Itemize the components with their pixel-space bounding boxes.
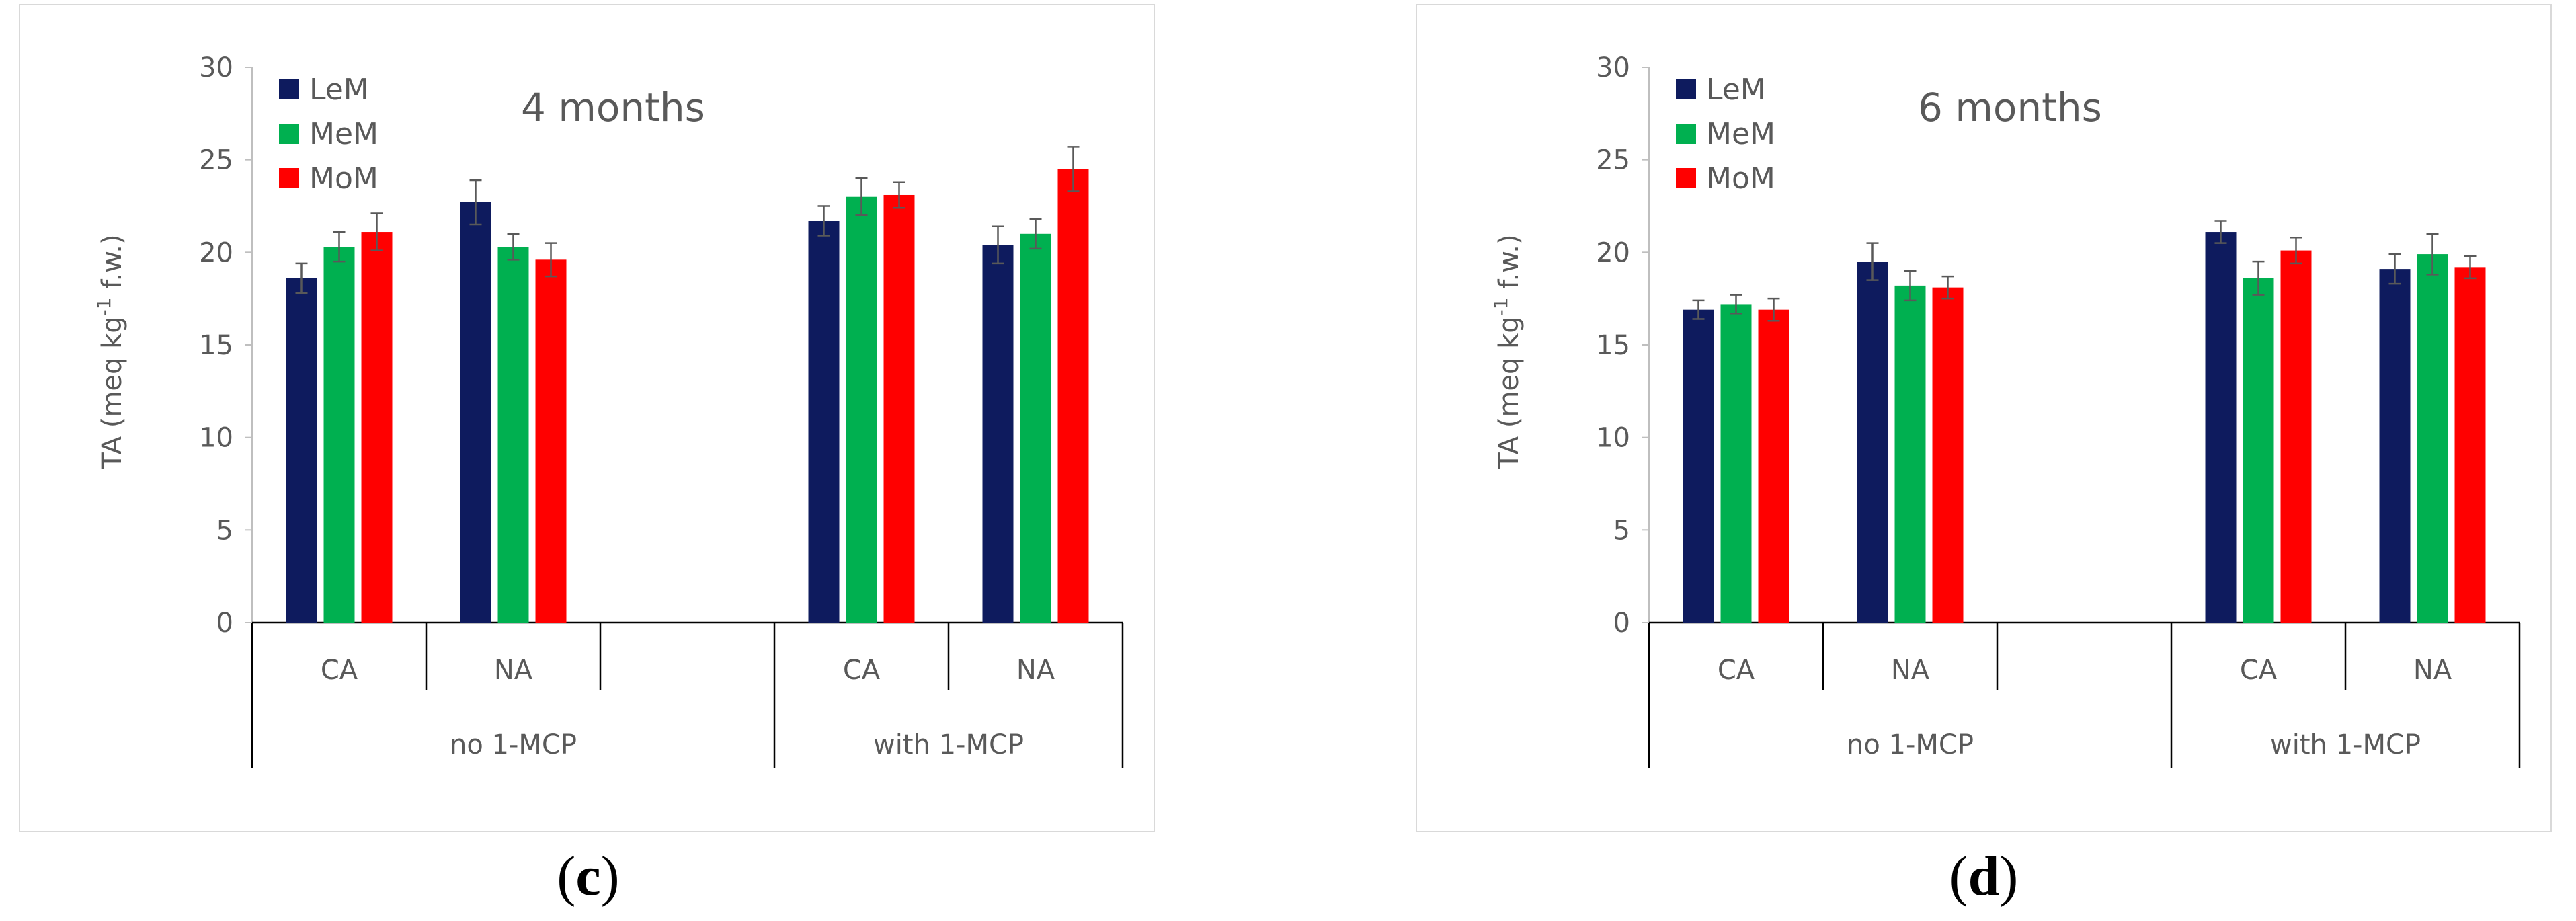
legend-swatch-lem: [1676, 79, 1696, 99]
bar-mem: [2417, 254, 2448, 623]
bar-mom: [2454, 267, 2486, 623]
legend-label-mem: MeM: [309, 117, 378, 151]
y-tick-label: 30: [1596, 52, 1630, 83]
category-label: NA: [2413, 655, 2452, 686]
group-label: no 1-MCP: [450, 729, 577, 760]
bar-lem: [982, 245, 1014, 623]
category-label: CA: [321, 655, 358, 686]
y-axis-label: TA (meq kg-1 f.w.): [93, 234, 128, 469]
y-axis-label-main: TA (meq kg: [1494, 316, 1525, 469]
bar-mom: [883, 194, 915, 623]
caption-letter-d: d: [1968, 845, 2000, 908]
y-tick-label: 10: [1596, 423, 1630, 454]
legend-label-mem: MeM: [1706, 117, 1775, 151]
category-label: NA: [494, 655, 533, 686]
bar-lem: [808, 221, 840, 623]
bar-lem: [2205, 232, 2237, 623]
y-tick-label: 15: [199, 330, 233, 361]
legend-label-mom: MoM: [1706, 161, 1775, 196]
y-tick-label: 0: [216, 608, 233, 639]
bar-mem: [1894, 285, 1926, 623]
chart-panel-d: 0 5 10 15 20 25 30 TA (meq kg-1 f.w.) CA NA CA NA no…: [1416, 4, 2552, 832]
legend-swatch-mom: [279, 168, 299, 188]
y-tick-label: 25: [199, 145, 233, 176]
y-tick-label: 20: [1596, 237, 1630, 268]
legend-swatch-lem: [279, 79, 299, 99]
bar-mem: [1020, 233, 1051, 623]
legend-label-lem: LeM: [1706, 73, 1766, 107]
bar-mem: [846, 196, 877, 623]
category-label: NA: [1016, 655, 1055, 686]
legend-swatch-mem: [279, 124, 299, 144]
y-tick-label: 15: [1596, 330, 1630, 361]
caption-c: (c): [487, 844, 689, 909]
y-tick-label: 20: [199, 237, 233, 268]
group-label: with 1-MCP: [2270, 729, 2421, 760]
y-tick-label: 5: [216, 515, 233, 546]
bar-lem: [460, 202, 491, 623]
y-axis-label-main: TA (meq kg: [97, 316, 128, 469]
bar-mem: [497, 247, 529, 623]
chart-title: 4 months: [521, 85, 705, 130]
category-label: NA: [1891, 655, 1930, 686]
y-tick-label: 30: [199, 52, 233, 83]
group-label: no 1-MCP: [1847, 729, 1974, 760]
bar-mom: [1932, 287, 1964, 623]
bar-mem: [1720, 304, 1752, 623]
y-tick-label: 0: [1613, 608, 1630, 639]
y-axis-label-superscript: -1: [93, 297, 115, 316]
category-label: CA: [843, 655, 881, 686]
bar-mom: [1057, 169, 1089, 623]
legend-swatch-mem: [1676, 124, 1696, 144]
caption-close-paren: ): [600, 845, 620, 908]
caption-d: (d): [1883, 844, 2085, 909]
bar-mom: [2280, 250, 2312, 623]
y-axis-label-superscript: -1: [1490, 297, 1512, 316]
bar-lem: [1683, 309, 1714, 623]
bar-mem: [2243, 278, 2274, 623]
y-axis-label: TA (meq kg-1 f.w.): [1490, 234, 1525, 469]
group-label: with 1-MCP: [873, 729, 1024, 760]
legend-label-lem: LeM: [309, 73, 369, 107]
legend-label-mom: MoM: [309, 161, 378, 196]
bar-lem: [1857, 262, 1888, 623]
category-label: CA: [1718, 655, 1755, 686]
bar-lem: [286, 278, 317, 623]
chart-title: 6 months: [1918, 85, 2102, 130]
bar-chart-4-months: 0 5 10 15 20 25 30 TA (meq kg-1 f.w.) CA NA CA NA no…: [93, 52, 1124, 768]
y-axis-label-tail: f.w.): [1494, 234, 1525, 297]
bar-mem: [323, 247, 355, 623]
bar-chart-6-months: 0 5 10 15 20 25 30 TA (meq kg-1 f.w.) CA NA CA NA no…: [1490, 52, 2521, 768]
y-tick-label: 5: [1613, 515, 1630, 546]
bar-lem: [2379, 269, 2411, 623]
caption-letter-c: c: [575, 845, 601, 908]
caption-open-paren: (: [557, 845, 576, 908]
chart-panel-c: 0 5 10 15 20 25 30 TA (meq kg-1 f.w.) CA NA CA NA no…: [19, 4, 1155, 832]
y-tick-label: 10: [199, 423, 233, 454]
bar-mom: [361, 232, 393, 623]
caption-open-paren: (: [1949, 845, 1968, 908]
legend-swatch-mom: [1676, 168, 1696, 188]
bar-mom: [1758, 309, 1789, 623]
category-label: CA: [2240, 655, 2278, 686]
y-tick-label: 25: [1596, 145, 1630, 176]
bar-mom: [535, 259, 567, 623]
y-axis-label-tail: f.w.): [97, 234, 128, 297]
caption-close-paren: ): [1999, 845, 2019, 908]
